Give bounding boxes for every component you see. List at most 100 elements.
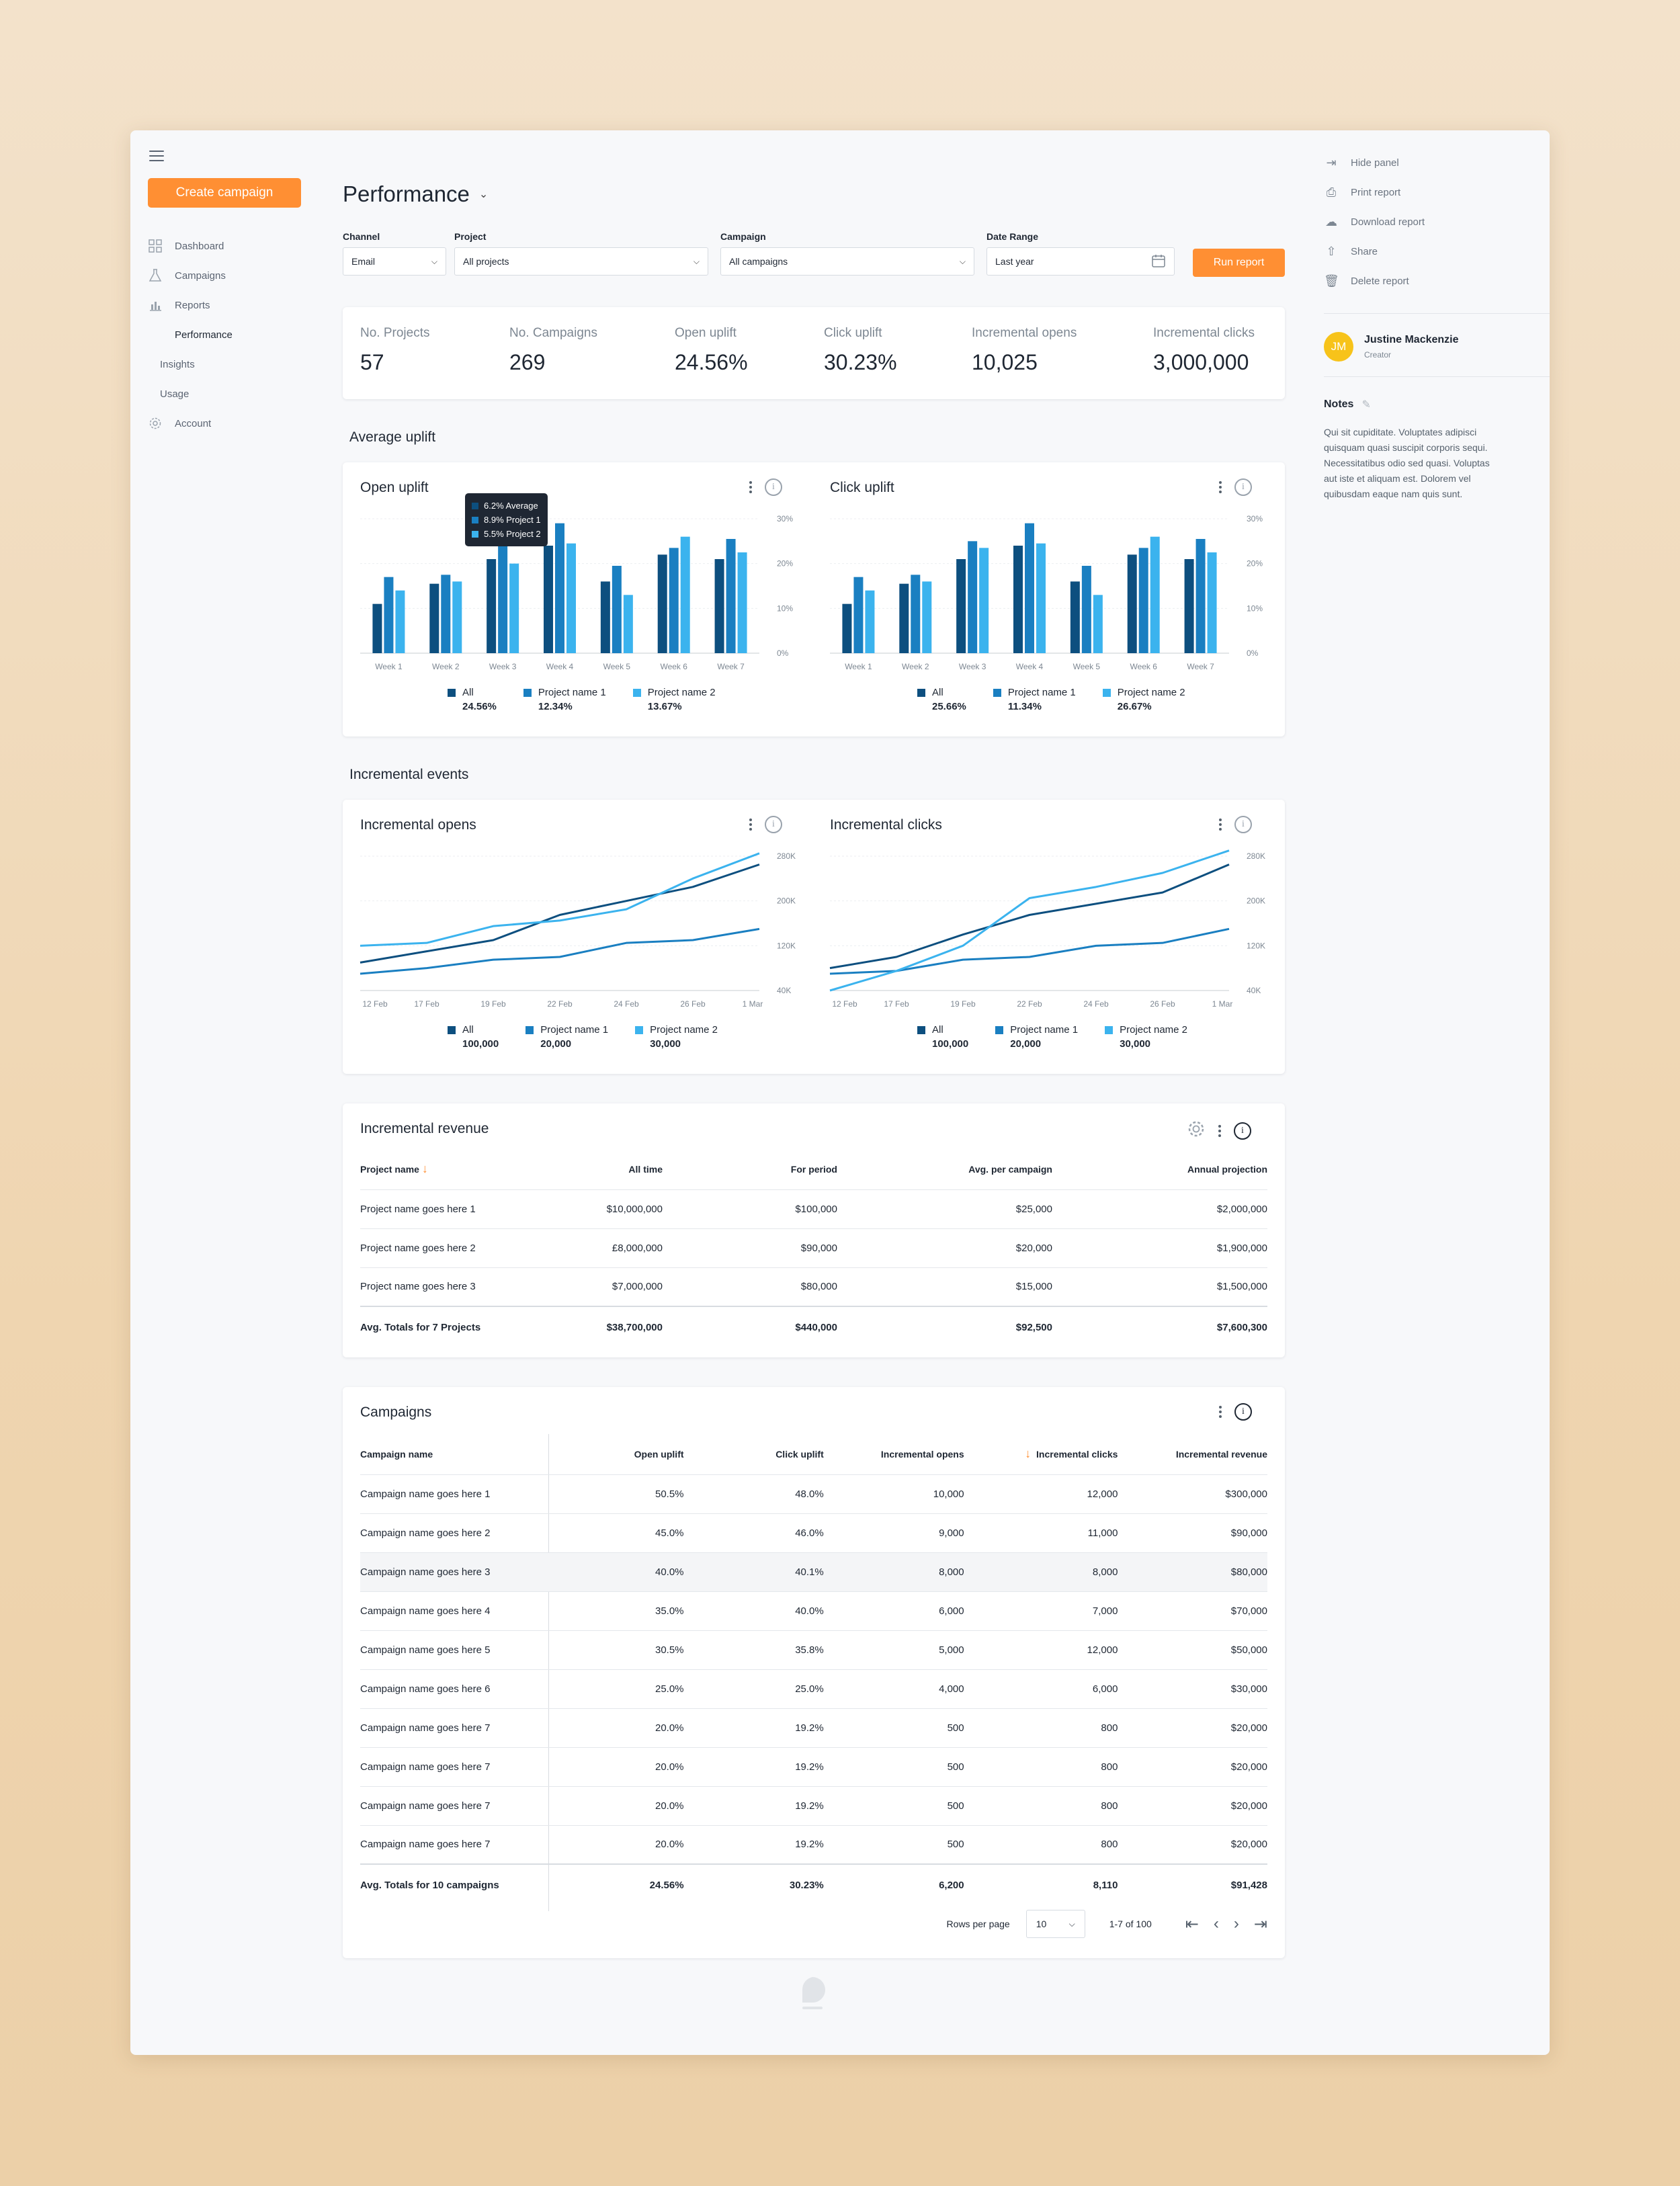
table-row[interactable]: Campaign name goes here 2 45.0% 46.0% 9,000… — [360, 1513, 1267, 1552]
more-options-icon[interactable] — [1218, 480, 1222, 495]
bar[interactable] — [680, 536, 690, 653]
column-header-for-period[interactable]: For period — [790, 1163, 837, 1175]
sidebar-item-usage[interactable]: Usage — [148, 379, 309, 409]
column-header-incremental-revenue[interactable]: Incremental revenue — [1175, 1448, 1267, 1460]
bar[interactable] — [726, 539, 736, 653]
sidebar-item-reports[interactable]: Reports — [148, 290, 309, 320]
bar[interactable] — [555, 523, 564, 653]
chevron-down-icon[interactable]: ⌄ — [478, 189, 489, 200]
last-page-icon[interactable]: ⇥ — [1253, 1915, 1267, 1933]
rows-per-page-select[interactable]: 10 ⌵ — [1025, 1910, 1085, 1938]
table-row[interactable]: Campaign name goes here 4 35.0% 40.0% 6,000… — [360, 1591, 1267, 1630]
series-line[interactable] — [360, 927, 760, 975]
campaign-select[interactable]: All campaigns ⌵ — [720, 247, 974, 276]
table-row[interactable]: Project name goes here 2 £8,000,000 $90,00… — [360, 1228, 1267, 1267]
sidebar-item-account[interactable]: Account — [148, 409, 309, 438]
channel-select[interactable]: Email ⌵ — [343, 247, 446, 276]
bar[interactable] — [384, 577, 394, 653]
pencil-edit-icon[interactable]: ✎ — [1361, 399, 1371, 411]
more-options-icon[interactable] — [749, 480, 753, 495]
hide-panel-action[interactable]: ⇥ Hide panel — [1324, 148, 1532, 177]
info-icon[interactable]: i — [1234, 816, 1252, 833]
bar[interactable] — [1013, 546, 1023, 653]
column-header-all-time[interactable]: All time — [628, 1163, 663, 1175]
series-line[interactable] — [829, 864, 1230, 970]
table-row[interactable]: Project name goes here 3 $7,000,000 $80,00… — [360, 1267, 1267, 1306]
bar[interactable] — [922, 581, 932, 653]
table-row[interactable]: Campaign name goes here 7 20.0% 19.2% 500 80… — [360, 1785, 1267, 1825]
info-icon[interactable]: i — [765, 816, 782, 833]
print-report-action[interactable]: ⎙ Print report — [1324, 177, 1532, 207]
more-options-icon[interactable] — [749, 817, 753, 832]
sidebar-item-campaigns[interactable]: Campaigns — [148, 261, 309, 290]
bar[interactable] — [1025, 523, 1034, 653]
more-options-icon[interactable] — [1218, 1404, 1222, 1419]
share-action[interactable]: ⇧ Share — [1324, 237, 1532, 266]
bar[interactable] — [1138, 548, 1148, 653]
table-row[interactable]: Campaign name goes here 5 30.5% 35.8% 5,000… — [360, 1630, 1267, 1669]
calendar-icon[interactable] — [1151, 253, 1166, 270]
bar[interactable] — [1127, 554, 1137, 653]
table-row[interactable]: Project name goes here 1 $10,000,000 $100,… — [360, 1189, 1267, 1228]
column-header-incremental-opens[interactable]: Incremental opens — [880, 1448, 964, 1460]
delete-report-action[interactable]: 🗑 Delete report — [1324, 266, 1532, 296]
bar[interactable] — [623, 595, 633, 653]
table-row[interactable]: Campaign name goes here 1 50.5% 48.0% 10,00… — [360, 1474, 1267, 1513]
column-header-campaign-name[interactable]: Campaign name — [360, 1448, 433, 1460]
bar[interactable] — [452, 581, 462, 653]
project-select[interactable]: All projects ⌵ — [454, 247, 708, 276]
column-header-incremental-clicks[interactable]: ↓ Incremental clicks — [1025, 1447, 1118, 1461]
bar[interactable] — [853, 577, 864, 653]
bar[interactable] — [429, 583, 439, 653]
more-options-icon[interactable] — [1218, 1124, 1222, 1138]
bar[interactable] — [669, 548, 679, 653]
bar[interactable] — [612, 566, 622, 653]
series-line[interactable] — [360, 864, 760, 964]
bar[interactable] — [979, 548, 989, 653]
column-header-open-uplift[interactable]: Open uplift — [634, 1448, 684, 1460]
table-row[interactable]: Campaign name goes here 7 20.0% 19.2% 500 80… — [360, 1708, 1267, 1747]
run-report-button[interactable]: Run report — [1193, 249, 1285, 277]
bar[interactable] — [509, 563, 519, 653]
bar[interactable] — [842, 603, 852, 653]
series-line[interactable] — [360, 852, 760, 947]
bar[interactable] — [395, 590, 405, 653]
bar[interactable] — [566, 543, 576, 653]
bar[interactable] — [956, 559, 966, 653]
sidebar-item-performance[interactable]: Performance — [148, 320, 309, 349]
bar[interactable] — [544, 546, 553, 653]
sidebar-item-dashboard[interactable]: Dashboard — [148, 231, 309, 261]
bar[interactable] — [657, 554, 667, 653]
sort-down-arrow-icon[interactable]: ↓ — [421, 1162, 428, 1176]
bar[interactable] — [1195, 539, 1206, 653]
bar[interactable] — [600, 581, 610, 653]
download-report-action[interactable]: ☁ Download report — [1324, 207, 1532, 237]
date-range-input[interactable]: Last year — [986, 247, 1175, 276]
bar[interactable] — [899, 583, 909, 653]
bar[interactable] — [441, 575, 451, 653]
bar[interactable] — [1184, 559, 1194, 653]
sort-down-arrow-icon[interactable]: ↓ — [1025, 1447, 1032, 1461]
create-campaign-button[interactable]: Create campaign — [148, 178, 301, 208]
column-header-annual-projection[interactable]: Annual projection — [1187, 1163, 1267, 1175]
bar[interactable] — [865, 590, 875, 653]
bar[interactable] — [487, 559, 497, 653]
bar[interactable] — [1207, 552, 1217, 653]
series-line[interactable] — [829, 927, 1230, 975]
column-header-avg-per-campaign[interactable]: Avg. per campaign — [968, 1163, 1052, 1175]
bar[interactable] — [737, 552, 747, 653]
info-icon[interactable]: i — [765, 478, 782, 496]
settings-gear-icon[interactable] — [1187, 1120, 1206, 1142]
bar[interactable] — [714, 559, 724, 653]
column-header-project-name[interactable]: Project name ↓ — [360, 1162, 428, 1176]
bar[interactable] — [968, 541, 978, 653]
column-header-click-uplift[interactable]: Click uplift — [775, 1448, 824, 1460]
page-title[interactable]: Performance ⌄ — [343, 181, 488, 207]
bar[interactable] — [1070, 581, 1080, 653]
next-page-icon[interactable]: › — [1233, 1915, 1239, 1933]
table-row[interactable]: Campaign name goes here 7 20.0% 19.2% 500 80… — [360, 1824, 1267, 1864]
more-options-icon[interactable] — [1218, 817, 1222, 832]
bar[interactable] — [1036, 543, 1046, 653]
bar[interactable] — [498, 532, 508, 653]
bar[interactable] — [1081, 566, 1091, 653]
